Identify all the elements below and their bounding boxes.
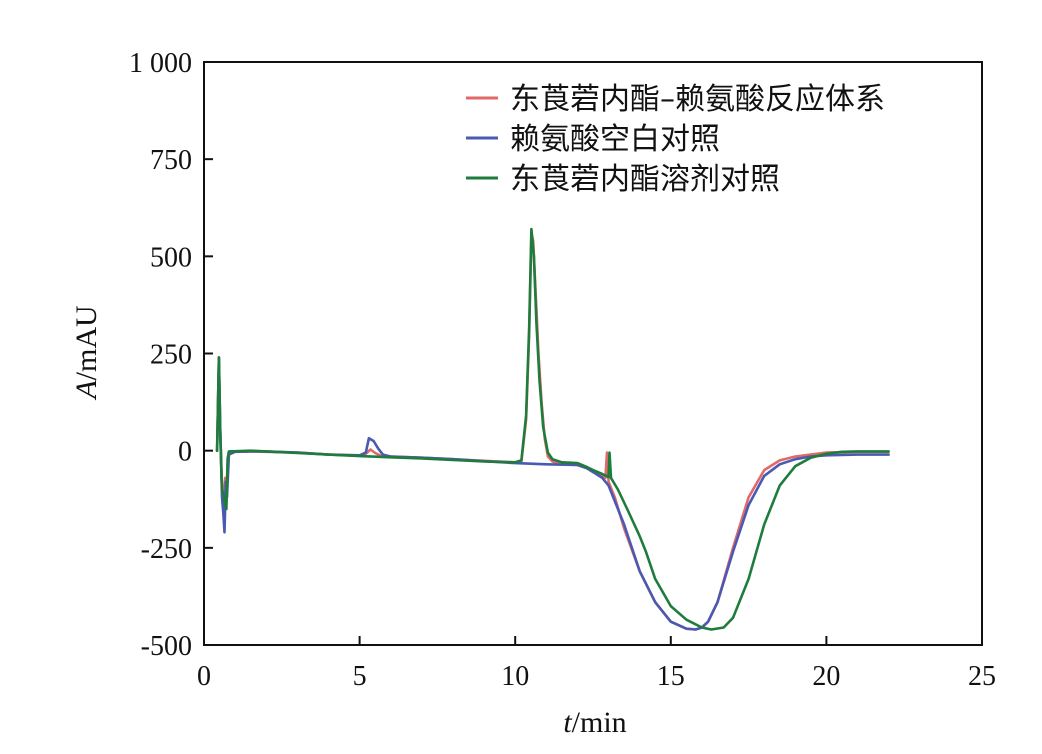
- y-tick-label: -500: [141, 631, 192, 662]
- x-axis-title: t/min: [563, 706, 626, 739]
- x-tick-label: 10: [501, 661, 529, 692]
- y-tick-label: 500: [150, 242, 192, 273]
- legend-label-1: 东莨菪内酯–赖氨酸反应体系: [510, 82, 885, 117]
- series-line-1: [215, 231, 890, 631]
- y-axis-title: A/mAU: [70, 305, 103, 401]
- x-axis-unit: /min: [572, 706, 627, 739]
- x-tick-label: 0: [197, 661, 211, 692]
- x-tick-label: 15: [657, 661, 685, 692]
- x-tick-label: 5: [353, 661, 367, 692]
- y-tick-label: 250: [150, 340, 192, 371]
- y-axis-unit: /mAU: [70, 305, 103, 380]
- x-axis-var: t: [563, 706, 572, 739]
- y-tick-label: 1 000: [129, 48, 192, 79]
- y-tick-label: 750: [150, 145, 192, 176]
- legend-label-2: 赖氨酸空白对照: [510, 122, 720, 157]
- y-tick-label: 0: [178, 437, 192, 468]
- x-tick-label: 20: [812, 661, 840, 692]
- x-axis: 0 5 10 15 20 25: [197, 636, 996, 692]
- series-line-2: [215, 356, 890, 631]
- y-tick-label: -250: [141, 534, 192, 565]
- x-tick-label: 25: [968, 661, 996, 692]
- y-axis: -500 -250 0 250 500 750 1 000: [129, 48, 213, 662]
- series-lines: [215, 227, 890, 631]
- legend-label-3: 东莨菪内酯溶剂对照: [510, 162, 780, 197]
- y-axis-var: A: [70, 380, 103, 401]
- series-line-3: [215, 227, 890, 631]
